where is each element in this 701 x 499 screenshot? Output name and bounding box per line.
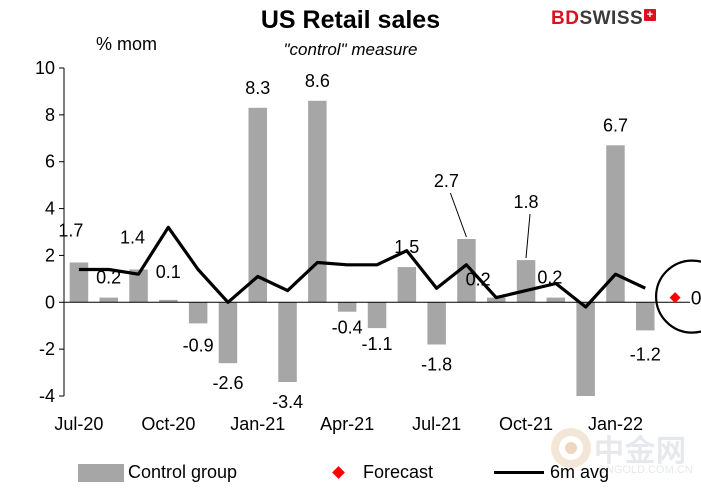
data-label-Feb-22: -1.2 bbox=[630, 344, 661, 364]
bar-Sep-21 bbox=[487, 297, 506, 303]
watermark-text: 中金网 bbox=[594, 434, 687, 469]
data-label-Sep-21: 0.2 bbox=[466, 270, 491, 290]
bar-Mar-21 bbox=[308, 100, 327, 303]
y-tick-label--2: -2 bbox=[39, 339, 55, 359]
bar-Nov-21 bbox=[546, 297, 566, 303]
data-label-Oct-20: 0.1 bbox=[156, 262, 181, 282]
data-label-Nov-21: 0.2 bbox=[537, 268, 562, 288]
legend-bar-swatch bbox=[78, 463, 124, 482]
avg-line bbox=[78, 225, 646, 309]
bar-Jul-21 bbox=[427, 302, 446, 345]
data-label-Feb-21: -3.4 bbox=[272, 392, 303, 412]
data-label-Nov-20: -0.9 bbox=[183, 335, 214, 355]
bar-Feb-21 bbox=[278, 302, 297, 382]
bar-Dec-21 bbox=[576, 302, 595, 396]
data-label-Mar-21: 8.6 bbox=[305, 71, 330, 91]
data-label-Jan-22: 6.7 bbox=[603, 115, 628, 135]
legend-item-control-group: Control group bbox=[78, 462, 237, 483]
data-label-May-21: -1.1 bbox=[361, 334, 392, 354]
y-tick-label--4: -4 bbox=[39, 386, 55, 406]
watermark-coin-icon bbox=[551, 428, 591, 468]
data-label-Jul-20: 1.7 bbox=[58, 221, 83, 241]
bar-May-21 bbox=[367, 302, 387, 329]
data-labels-layer: 1.7 0.2 1.4 0.1 -0.9 -2.6 8.3 -3.4 8.6 -0.4-1.1 1.… bbox=[58, 71, 660, 412]
x-tick-label-Jan-21: Jan-21 bbox=[230, 414, 285, 434]
leader-line-Oct-21 bbox=[525, 214, 531, 259]
x-tick-label-Oct-21: Oct-21 bbox=[499, 414, 553, 434]
data-label-Jul-21: -1.8 bbox=[421, 355, 452, 375]
watermark: 中金网 CNGOLD.COM.CN bbox=[548, 426, 698, 488]
y-tick-label-2: 2 bbox=[45, 245, 55, 265]
legend-label-forecast: Forecast bbox=[363, 462, 434, 482]
logo-text-swiss: SWISS bbox=[579, 8, 644, 29]
bar-Feb-22 bbox=[636, 302, 655, 331]
y-tick-label-6: 6 bbox=[45, 152, 55, 172]
legend-item-forecast: Forecast bbox=[330, 462, 433, 483]
legend-label-control-group: Control group bbox=[128, 462, 238, 482]
bar-Jan-21 bbox=[248, 107, 267, 303]
forecast-value-label: 0.2 bbox=[691, 289, 701, 310]
data-label-Jun-21: 1.5 bbox=[394, 237, 419, 257]
x-tick-label-Jul-20: Jul-20 bbox=[54, 414, 103, 434]
bar-Oct-21 bbox=[516, 260, 536, 303]
forecast-highlight-circle bbox=[655, 259, 701, 334]
bar-Nov-20 bbox=[188, 302, 208, 324]
legend-line-swatch bbox=[494, 471, 544, 474]
bar-Oct-20 bbox=[159, 299, 178, 303]
bar-Aug-21 bbox=[457, 239, 476, 303]
x-tick-label-Oct-20: Oct-20 bbox=[141, 414, 195, 434]
y-tick-label-8: 8 bbox=[45, 105, 55, 125]
forecast-diamond-marker bbox=[669, 292, 681, 304]
data-label-Aug-20: 0.2 bbox=[96, 268, 121, 288]
chart-title: US Retail sales bbox=[260, 6, 441, 34]
avg-line-layer bbox=[78, 225, 646, 309]
leader-line-Aug-21 bbox=[449, 192, 467, 238]
x-tick-label-Jul-21: Jul-21 bbox=[412, 414, 461, 434]
watermark-subtext: CNGOLD.COM.CN bbox=[598, 464, 693, 476]
y-tick-label-10: 10 bbox=[35, 58, 55, 78]
forecast-layer: 0.2 bbox=[655, 259, 701, 334]
legend-diamond-swatch bbox=[332, 466, 345, 479]
brand-logo: BDSWISS + bbox=[551, 8, 657, 30]
logo-plus-icon: + bbox=[644, 9, 657, 21]
data-label-Dec-20: -2.6 bbox=[212, 373, 243, 393]
legend-item-6m-avg: 6m avg bbox=[494, 462, 609, 483]
axes-layer: -4 -2 0 2 4 6 8 10 Jul-20 Oct-20 Jan-21 Apr-21 Jul-2… bbox=[35, 58, 690, 434]
bar-Apr-21 bbox=[337, 302, 357, 312]
bars-layer bbox=[69, 100, 655, 396]
legend-label-6m-avg: 6m avg bbox=[550, 462, 610, 482]
logo-text-bd: BD bbox=[551, 8, 580, 29]
data-label-Aug-21: 2.7 bbox=[434, 171, 459, 191]
chart-subtitle: "control" measure bbox=[283, 40, 418, 59]
legend: Control group Forecast 6m avg bbox=[0, 462, 701, 488]
bar-Sep-20 bbox=[129, 269, 148, 303]
y-tick-label-4: 4 bbox=[45, 199, 55, 219]
data-label-Sep-20: 1.4 bbox=[120, 228, 145, 248]
data-label-Apr-21: -0.4 bbox=[332, 318, 363, 338]
y-axis-unit: % mom bbox=[96, 34, 158, 54]
bar-Jul-20 bbox=[69, 262, 89, 303]
bar-Jun-21 bbox=[397, 267, 417, 303]
y-tick-label-0: 0 bbox=[45, 292, 55, 312]
bar-Dec-20 bbox=[218, 302, 238, 364]
x-tick-label-Apr-21: Apr-21 bbox=[320, 414, 374, 434]
x-tick-label-Jan-22: Jan-22 bbox=[588, 414, 643, 434]
data-label-Jan-21: 8.3 bbox=[245, 78, 270, 98]
bar-Jan-22 bbox=[606, 145, 625, 303]
bar-Aug-20 bbox=[99, 297, 118, 303]
data-label-Oct-21: 1.8 bbox=[513, 192, 538, 212]
